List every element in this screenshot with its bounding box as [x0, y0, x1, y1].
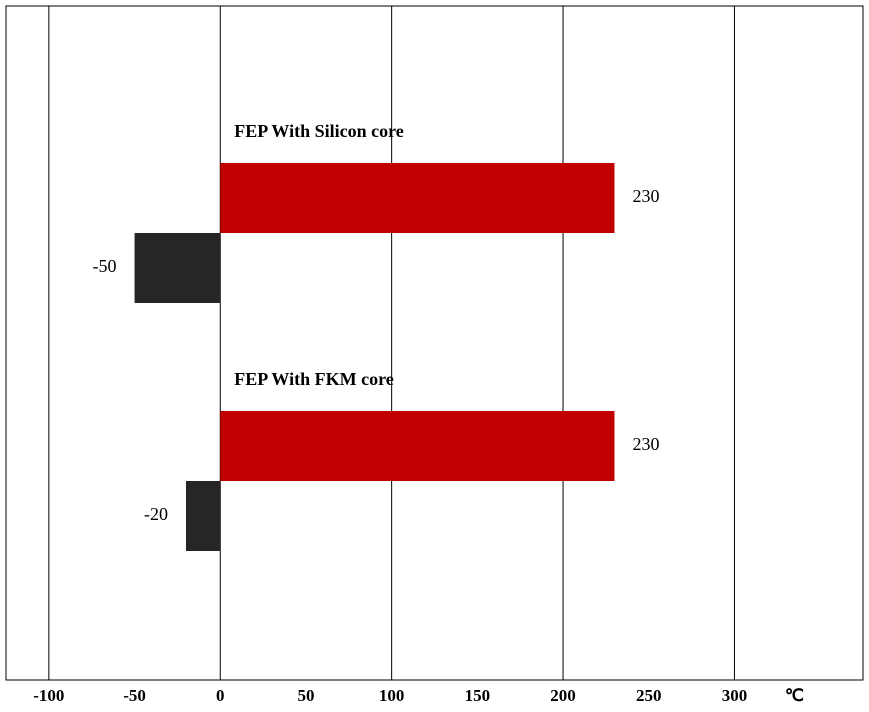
- x-tick-label: -50: [123, 686, 146, 705]
- value-label: 230: [632, 186, 659, 206]
- bar: [134, 233, 221, 303]
- value-label: -50: [93, 256, 117, 276]
- x-tick-label: -100: [33, 686, 64, 705]
- bar: [185, 481, 221, 551]
- x-unit: ℃: [785, 686, 804, 705]
- x-tick-label: 300: [722, 686, 748, 705]
- x-tick-label: 200: [550, 686, 576, 705]
- category-label: FEP With FKM core: [234, 369, 394, 389]
- x-tick-label: 150: [465, 686, 491, 705]
- bar: [220, 163, 615, 233]
- bar: [220, 411, 615, 481]
- x-tick-label: 0: [216, 686, 225, 705]
- x-tick-label: 100: [379, 686, 405, 705]
- value-label: -20: [144, 504, 168, 524]
- x-tick-label: 250: [636, 686, 662, 705]
- value-label: 230: [632, 434, 659, 454]
- category-label: FEP With Silicon core: [234, 121, 404, 141]
- x-tick-label: 50: [297, 686, 314, 705]
